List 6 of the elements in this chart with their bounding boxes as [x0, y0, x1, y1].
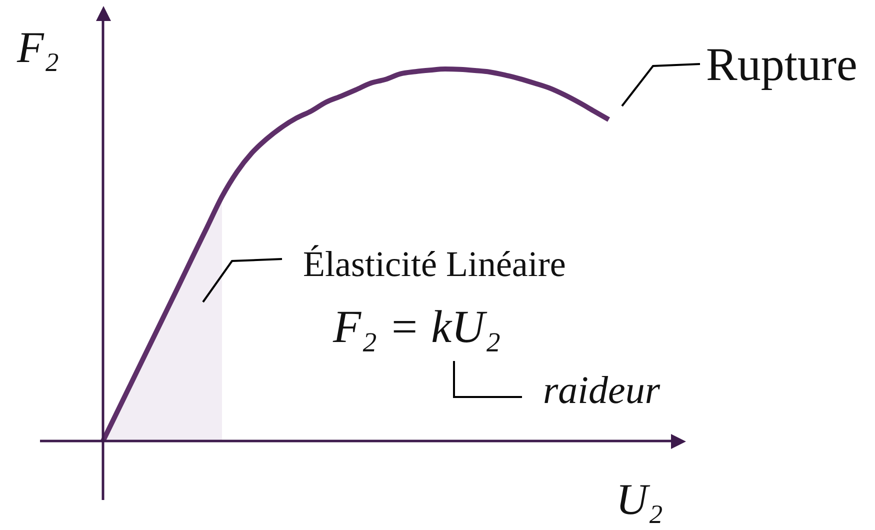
annotation: Élasticité Linéaire	[303, 244, 566, 284]
x-axis-title: U₂	[616, 475, 664, 524]
annotation: raideur	[543, 369, 661, 412]
y-axis-title: F₂	[16, 23, 60, 72]
text: Rupture	[706, 39, 858, 91]
annotation: F₂ = kU₂	[332, 301, 501, 352]
